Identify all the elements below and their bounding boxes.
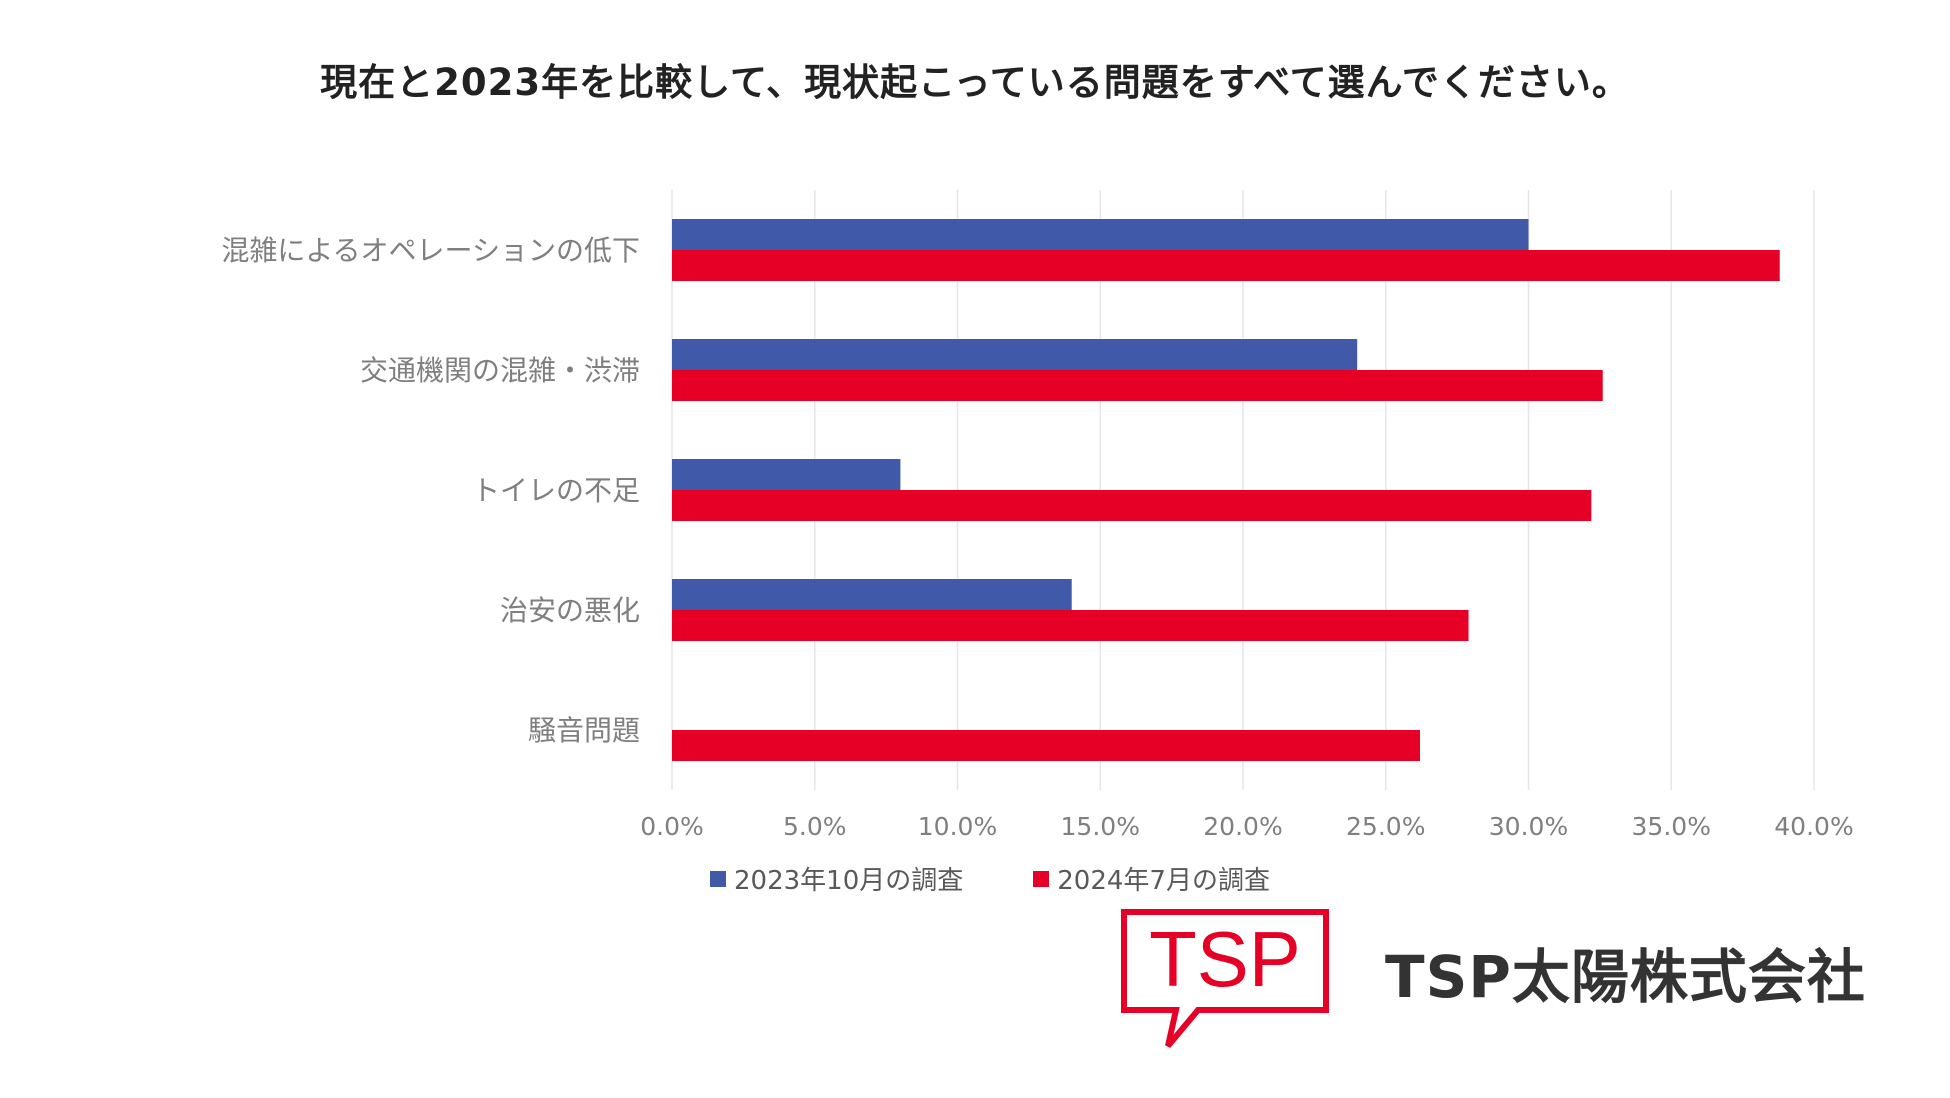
legend-item-2024: 2024年7月の調査 [1033, 860, 1270, 897]
bar-chart: 混雑によるオペレーションの低下交通機関の混雑・渋滞トイレの不足治安の悪化騒音問題… [221, 190, 1854, 841]
bar-series1-cat3 [672, 610, 1469, 641]
x-tick-label-4: 20.0% [1203, 812, 1282, 841]
bar-series1-cat4 [672, 730, 1421, 761]
category-label-4: 騒音問題 [528, 714, 640, 747]
legend: 2023年10月の調査 2024年7月の調査 [710, 860, 1270, 897]
tsp-logo-frame [1121, 909, 1329, 1048]
x-tick-label-2: 10.0% [918, 812, 997, 841]
bar-series0-cat0 [672, 219, 1529, 250]
bar-series1-cat2 [672, 490, 1592, 521]
bar-series0-cat2 [672, 459, 901, 490]
category-label-3: 治安の悪化 [500, 594, 640, 627]
chart-title: 現在と2023年を比較して、現状起こっている問題をすべて選んでください。 [320, 61, 1630, 104]
x-tick-label-3: 15.0% [1061, 812, 1140, 841]
x-tick-label-0: 0.0% [640, 812, 704, 841]
legend-swatch-2024 [1033, 870, 1050, 887]
bar-series1-cat0 [672, 250, 1780, 281]
legend-swatch-2023 [710, 870, 726, 887]
x-tick-label-1: 5.0% [783, 812, 847, 841]
x-tick-label-7: 35.0% [1632, 812, 1711, 841]
bar-series0-cat1 [672, 339, 1358, 370]
category-label-0: 混雑によるオペレーションの低下 [221, 234, 640, 267]
tsp-logo-text: TSP [1149, 915, 1301, 1003]
x-tick-label-5: 25.0% [1346, 812, 1425, 841]
x-tick-label-6: 30.0% [1489, 812, 1568, 841]
bars [672, 219, 1780, 761]
x-tick-label-8: 40.0% [1774, 812, 1853, 841]
legend-label-2024: 2024年7月の調査 [1057, 866, 1270, 896]
legend-label-2023: 2023年10月の調査 [734, 866, 964, 896]
legend-item-2023: 2023年10月の調査 [710, 860, 963, 897]
category-label-1: 交通機関の混雑・渋滞 [360, 354, 640, 387]
x-tick-labels: 0.0% 5.0% 10.0% 15.0% 20.0% 25.0% 30.0% 35.0% 40… [640, 812, 1853, 841]
company-name: TSP太陽株式会社 [1385, 943, 1866, 1011]
category-label-2: トイレの不足 [472, 474, 640, 507]
bar-series1-cat1 [672, 370, 1603, 401]
bar-series0-cat3 [672, 579, 1072, 610]
